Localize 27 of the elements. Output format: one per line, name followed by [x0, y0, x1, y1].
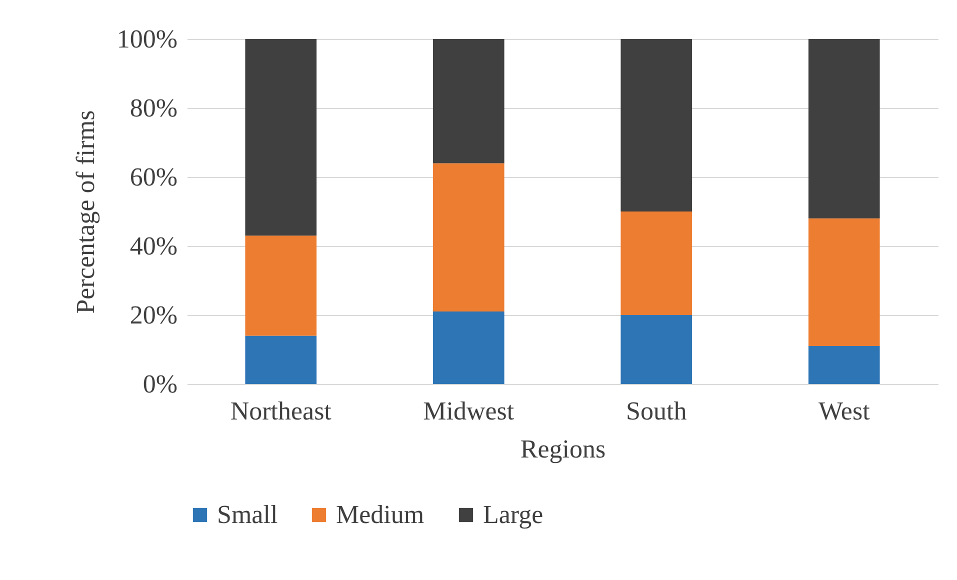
bar	[620, 212, 692, 315]
bar	[432, 39, 504, 164]
bar	[432, 163, 504, 312]
bar	[620, 39, 692, 212]
bar	[245, 236, 317, 336]
bar	[808, 346, 880, 384]
y-tick-label: 60%	[130, 162, 178, 192]
bar	[620, 315, 692, 384]
x-tick-label: Northeast	[230, 396, 332, 426]
bar	[808, 218, 880, 346]
bar	[808, 39, 880, 218]
y-tick-label: 100%	[116, 24, 178, 54]
legend-label: Large	[483, 500, 544, 529]
legend-label: Medium	[336, 500, 424, 529]
y-axis-title: Percentage of firms	[70, 110, 100, 314]
x-axis-title: Regions	[520, 434, 606, 464]
y-tick-label: 20%	[130, 300, 178, 330]
bar	[432, 312, 504, 384]
y-tick-label: 0%	[142, 370, 178, 398]
x-tick-label: West	[818, 396, 871, 426]
y-tick-label: 40%	[130, 232, 178, 260]
legend-label: Small	[217, 500, 278, 529]
y-tick-label: 80%	[130, 94, 178, 122]
bar	[245, 39, 317, 236]
bar	[245, 336, 317, 384]
x-tick-label: Midwest	[423, 396, 515, 426]
x-tick-label: South	[626, 396, 687, 426]
